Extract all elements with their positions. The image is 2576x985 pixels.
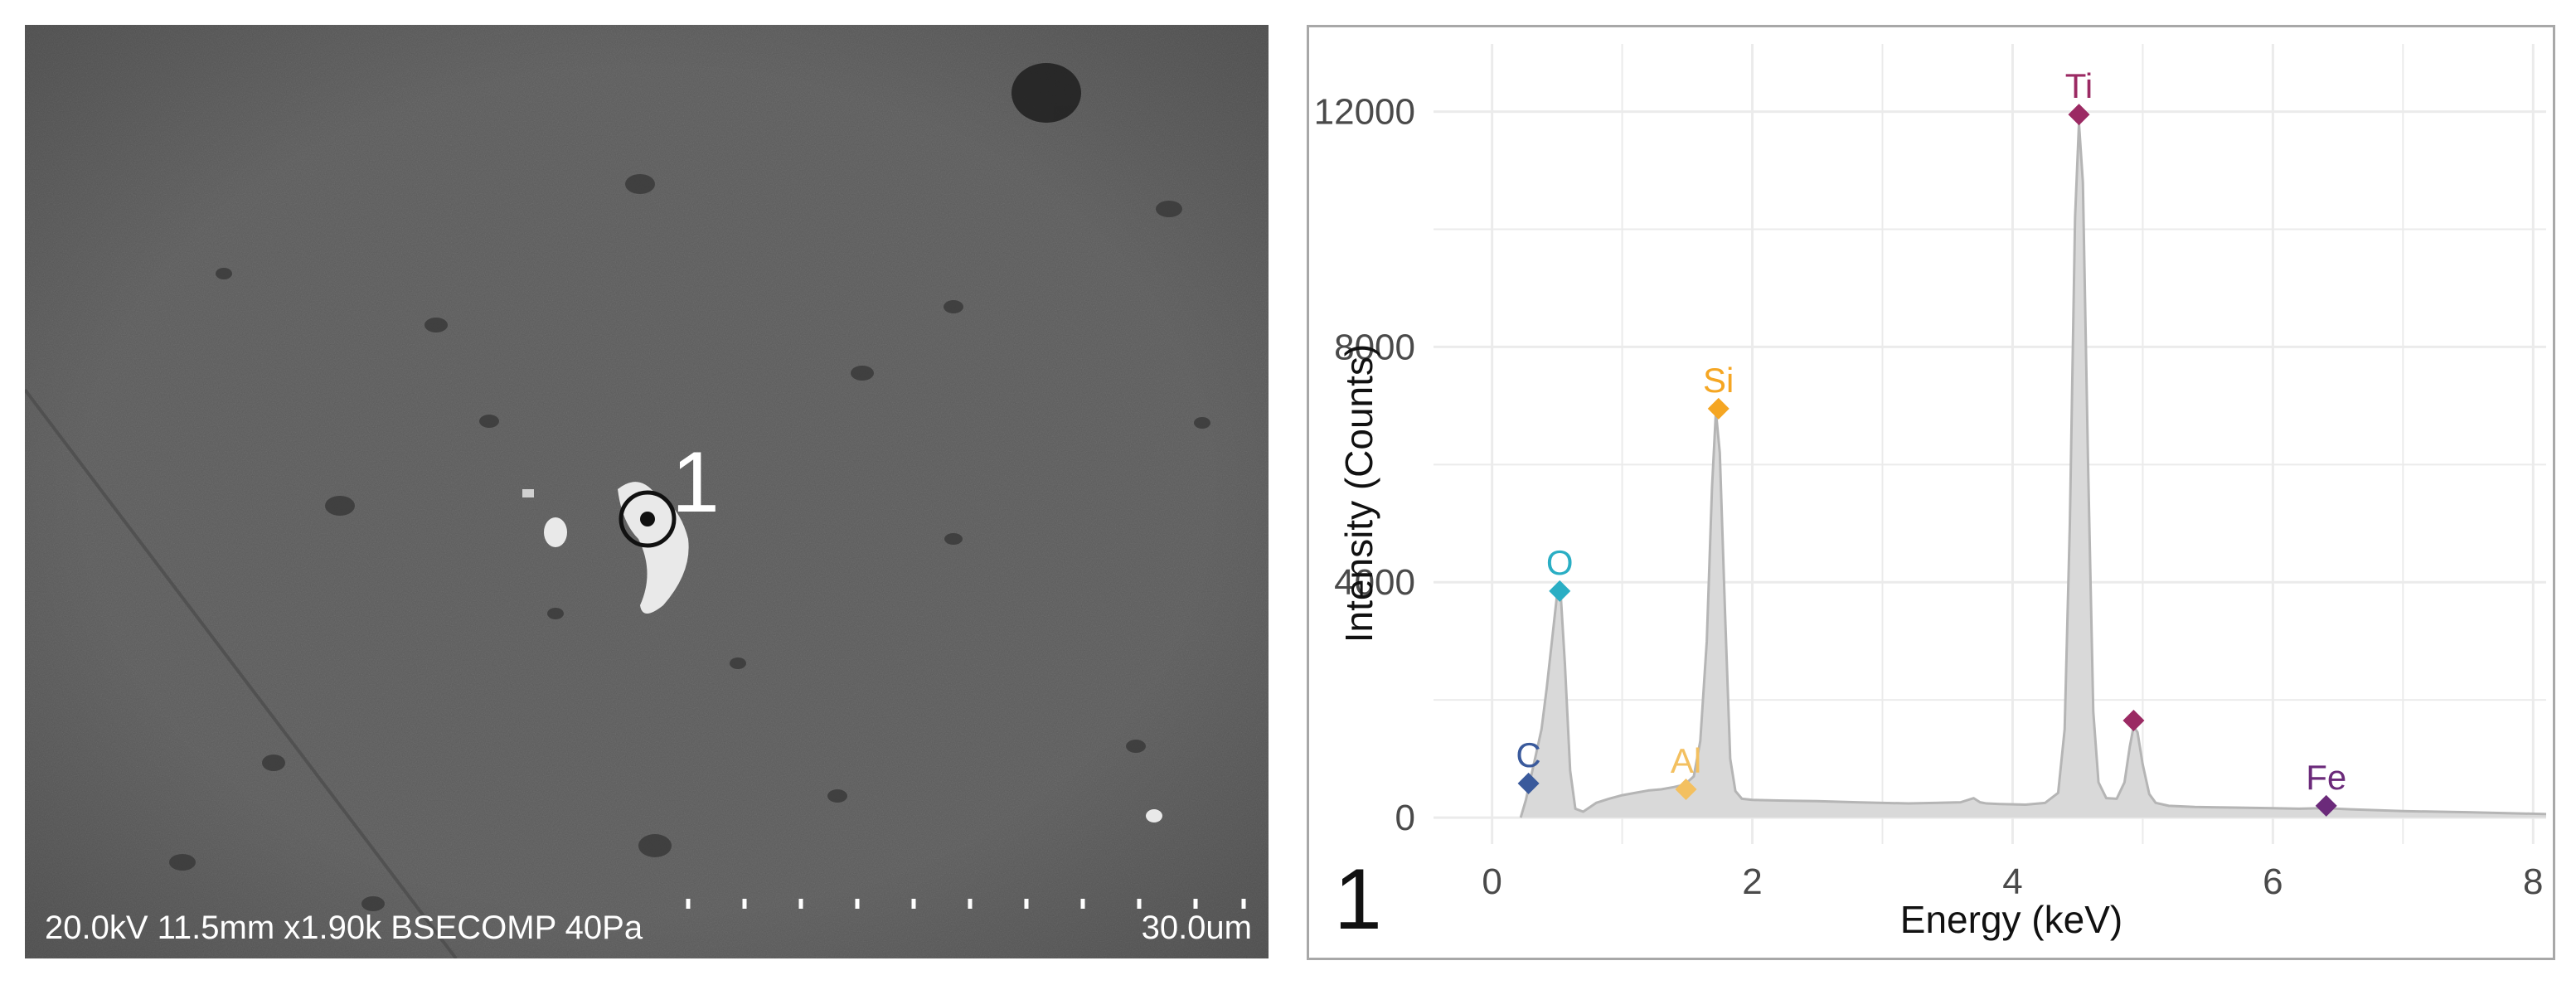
eds-spectrum-panel: 0 2 4 6 8 0 4000 8000 12000 C O Al Si Ti Fe Energy (k… [1307,25,2555,960]
panel-number: 1 [1334,852,1382,948]
spot-number-label: 1 [672,434,720,531]
sem-image-panel: 1 20.0kV 11.5mm x1.90k BSECOMP 40Pa 30.0… [25,25,1269,958]
element-label: Al [1671,741,1701,780]
peak-marker [2122,709,2145,731]
chart-grid [1434,44,2546,844]
analysis-spot-marker [619,490,677,548]
y-axis-title: Intensity (Counts) [1337,344,1380,643]
scale-bar [686,899,1246,909]
peak-markers: C O Al Si Ti Fe [1516,66,2346,817]
x-tick-label: 8 [2523,861,2543,902]
element-label: C [1516,735,1540,774]
element-label: O [1546,543,1574,582]
y-tick-label: 4000 [1334,562,1415,603]
x-tick-label: 6 [2263,861,2283,902]
y-tick-label: 8000 [1334,327,1415,367]
peak-marker [1517,772,1540,794]
peak-marker [1707,397,1729,420]
x-tick-label: 0 [1482,861,1501,902]
x-tick-label: 2 [1742,861,1762,902]
sem-micrograph [25,25,1269,958]
peak-marker [2068,104,2090,126]
spectrum-area [1519,122,2547,818]
peak-marker [2315,794,2337,817]
x-tick-label: 4 [2002,861,2022,902]
x-axis-title: Energy (keV) [1900,898,2122,941]
element-label: Si [1703,361,1734,400]
sem-acquisition-info: 20.0kV 11.5mm x1.90k BSECOMP 40Pa [45,910,643,946]
element-label: Fe [2306,758,2346,797]
y-tick-label: 0 [1395,798,1415,838]
spectrum-line [1519,122,2547,818]
spectrum-fill [1521,123,2546,818]
axis-ticks: 0 2 4 6 8 0 4000 8000 12000 [1314,92,2544,902]
sem-scale-label: 30.0um [1141,910,1252,946]
element-label: Ti [2065,66,2093,105]
eds-spectrum-chart: 0 2 4 6 8 0 4000 8000 12000 C O Al Si Ti Fe Energy (k… [1314,44,2547,941]
peak-marker [1675,779,1697,801]
y-tick-label: 12000 [1314,92,1415,133]
peak-marker [1549,580,1571,602]
